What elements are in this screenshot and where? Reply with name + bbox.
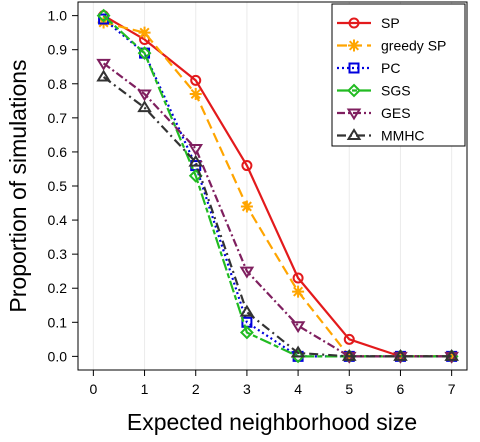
data-point-greedy-sp — [240, 200, 253, 213]
data-point-mmhc — [188, 154, 204, 167]
legend-marker-mmhc — [346, 128, 362, 140]
legend-marker-greedy-sp — [348, 39, 360, 52]
y-axis: 0.0 0.1 0.2 0.3 0.4 0.5 0.6 0.7 0.8 0.9 1.0 — [48, 8, 78, 364]
x-tick-label: 5 — [345, 381, 353, 397]
data-point-greedy-sp — [292, 285, 305, 298]
legend-item-ges: GES — [337, 105, 411, 121]
y-tick-label: 0.5 — [48, 178, 68, 194]
data-point-greedy-sp — [445, 350, 458, 363]
legend-marker-sp — [348, 17, 360, 29]
data-point-sp — [241, 160, 253, 172]
x-tick-label: 4 — [294, 381, 302, 397]
legend-item-sp: SP — [337, 15, 400, 31]
y-tick-label: 0.7 — [48, 110, 68, 126]
y-axis-title: Proportion of simulations — [5, 59, 31, 312]
y-tick-label: 0.2 — [48, 280, 68, 296]
data-point-mmhc — [341, 348, 357, 361]
series-layer — [96, 8, 459, 364]
x-tick-label: 3 — [243, 381, 251, 397]
series-line-sp — [103, 14, 452, 358]
data-point-mmhc — [137, 100, 152, 113]
y-tick-label: 0.6 — [48, 144, 68, 160]
data-point-ges — [290, 321, 306, 334]
legend-label-ges: GES — [381, 105, 411, 121]
x-tick-label: 0 — [89, 381, 97, 397]
legend-item-greedy-sp: greedy SP — [337, 38, 446, 54]
legend-label-mmhc: MMHC — [381, 128, 425, 144]
series-line-mmhc — [102, 76, 452, 358]
data-point-sp — [343, 333, 355, 345]
data-point-greedy-sp — [189, 88, 202, 100]
x-tick-label: 6 — [397, 381, 405, 397]
data-point-sgs — [96, 8, 111, 23]
x-tick-label: 1 — [141, 381, 149, 397]
data-point-sp — [190, 74, 202, 86]
legend-item-mmhc: MMHC — [337, 128, 425, 144]
data-point-ges — [96, 58, 111, 71]
y-tick-label: 0.9 — [48, 42, 68, 58]
y-tick-label: 0.3 — [48, 246, 68, 262]
x-tick-label: 7 — [448, 381, 456, 397]
data-point-mmhc — [239, 304, 255, 317]
data-point-mmhc — [444, 348, 459, 361]
data-point-mmhc — [290, 345, 306, 358]
legend-marker-pc — [348, 62, 360, 74]
data-point-ges — [137, 89, 152, 102]
legend-item-pc: PC — [337, 60, 400, 76]
data-point-sp — [292, 272, 304, 284]
legend-marker-ges — [346, 108, 362, 121]
data-point-sgs — [239, 325, 254, 340]
legend-item-sgs: SGS — [337, 83, 411, 99]
x-axis: 0 1 2 3 4 5 6 7 — [89, 369, 456, 397]
y-tick-label: 1.0 — [48, 8, 68, 24]
y-tick-label: 0.8 — [48, 76, 68, 92]
data-point-sgs — [137, 46, 152, 61]
data-point-ges — [188, 144, 204, 156]
x-axis-title: Expected neighborhood size — [127, 409, 417, 435]
legend-label-greedy-sp: greedy SP — [381, 38, 446, 54]
y-tick-label: 0.0 — [48, 348, 68, 364]
data-point-ges — [239, 266, 255, 279]
y-tick-label: 0.1 — [48, 314, 68, 330]
legend: SP greedy SP PC SGS GES MMHC — [331, 3, 466, 147]
data-point-ges — [393, 351, 408, 364]
x-tick-label: 2 — [192, 381, 200, 397]
legend-marker-sgs — [347, 83, 361, 98]
legend-label-sp: SP — [381, 15, 400, 31]
data-point-greedy-sp — [138, 26, 151, 39]
data-point-mmhc — [393, 348, 408, 361]
legend-label-pc: PC — [381, 60, 400, 76]
series-mmhc — [96, 69, 459, 361]
data-point-mmhc — [96, 69, 111, 82]
series-line-sgs — [102, 14, 452, 358]
y-tick-label: 0.4 — [48, 212, 68, 228]
legend-label-sgs: SGS — [381, 83, 411, 99]
